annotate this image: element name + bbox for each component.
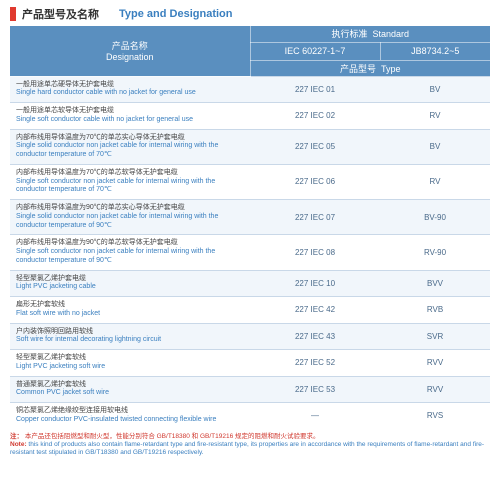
- cell-iec: 227 IEC 42: [250, 297, 380, 324]
- cell-designation: 内部布线用导体温度为90℃的单芯软导体无护套电缆Single soft cond…: [10, 235, 250, 270]
- note-label-en: Note:: [10, 441, 27, 448]
- cell-designation: 普通聚氯乙烯护套软线Common PVC jacket soft wire: [10, 376, 250, 403]
- table-body: 一般用途单芯硬导体无护套电缆Single hard conductor cabl…: [10, 76, 490, 429]
- cell-jb: BV: [380, 76, 490, 103]
- table-row: 一般用途单芯软导体无护套电缆Single soft conductor cabl…: [10, 103, 490, 130]
- cell-jb: RVB: [380, 297, 490, 324]
- cell-jb: RV-90: [380, 235, 490, 270]
- cell-jb: RV: [380, 103, 490, 130]
- cell-designation: 内部布线用导体温度为70℃的单芯实心导体无护套电缆Single solid co…: [10, 129, 250, 164]
- note-label-cn: 注：: [10, 433, 23, 440]
- col-jb: JB8734.2~5: [380, 42, 490, 60]
- cell-iec: —: [250, 403, 380, 429]
- title-cn: 产品型号及名称: [22, 6, 99, 22]
- col-designation: 产品名称 Designation: [10, 26, 250, 76]
- cell-jb: RVV: [380, 350, 490, 377]
- cell-jb: BVV: [380, 270, 490, 297]
- table-row: 轻型聚氯乙烯护套电缆Light PVC jacketing cable227 I…: [10, 270, 490, 297]
- col-iec: IEC 60227-1~7: [250, 42, 380, 60]
- footer-note: 注： 本产品还包括阻燃型和耐火型，性能分别符合 GB/T18380 和 GB/T…: [10, 433, 490, 458]
- section-header: 产品型号及名称 Type and Designation: [0, 0, 500, 26]
- col-type: 产品型号 Type: [250, 60, 490, 76]
- cell-iec: 227 IEC 05: [250, 129, 380, 164]
- title-en: Type and Designation: [119, 8, 232, 20]
- col-standard: 执行标准 Standard: [250, 26, 490, 42]
- cell-designation: 轻型聚氯乙烯护套电缆Light PVC jacketing cable: [10, 270, 250, 297]
- table-row: 轻型聚氯乙烯护套软线Light PVC jacketing soft wire2…: [10, 350, 490, 377]
- accent-bar: [10, 7, 16, 21]
- cell-iec: 227 IEC 07: [250, 200, 380, 235]
- cell-designation: 铜芯聚氯乙烯绝缘绞型连接用软电线Copper conductor PVC-ins…: [10, 403, 250, 429]
- cell-iec: 227 IEC 10: [250, 270, 380, 297]
- table-row: 普通聚氯乙烯护套软线Common PVC jacket soft wire227…: [10, 376, 490, 403]
- table-row: 内部布线用导体温度为90℃的单芯软导体无护套电缆Single soft cond…: [10, 235, 490, 270]
- cell-jb: BV-90: [380, 200, 490, 235]
- note-cn: 本产品还包括阻燃型和耐火型，性能分别符合 GB/T18380 和 GB/T192…: [25, 433, 320, 440]
- cell-designation: 户内装饰照明回路用软线Soft wire for internal decora…: [10, 323, 250, 350]
- cell-jb: RVV: [380, 376, 490, 403]
- designation-table: 产品名称 Designation 执行标准 Standard IEC 60227…: [10, 26, 490, 429]
- table-row: 内部布线用导体温度为70℃的单芯软导体无护套电缆Single soft cond…: [10, 164, 490, 199]
- col-designation-en: Designation: [10, 52, 250, 62]
- cell-iec: 227 IEC 08: [250, 235, 380, 270]
- cell-designation: 内部布线用导体温度为90℃的单芯实心导体无护套电缆Single solid co…: [10, 200, 250, 235]
- cell-iec: 227 IEC 02: [250, 103, 380, 130]
- cell-jb: RVS: [380, 403, 490, 429]
- cell-iec: 227 IEC 43: [250, 323, 380, 350]
- table-row: 一般用途单芯硬导体无护套电缆Single hard conductor cabl…: [10, 76, 490, 103]
- cell-iec: 227 IEC 52: [250, 350, 380, 377]
- cell-designation: 一般用途单芯软导体无护套电缆Single soft conductor cabl…: [10, 103, 250, 130]
- cell-iec: 227 IEC 01: [250, 76, 380, 103]
- table-row: 扁形无护套软线Flat soft wire with no jacket227 …: [10, 297, 490, 324]
- col-designation-cn: 产品名称: [10, 39, 250, 52]
- thead-row-1: 产品名称 Designation 执行标准 Standard: [10, 26, 490, 42]
- cell-designation: 轻型聚氯乙烯护套软线Light PVC jacketing soft wire: [10, 350, 250, 377]
- cell-jb: RV: [380, 164, 490, 199]
- cell-iec: 227 IEC 06: [250, 164, 380, 199]
- table-row: 内部布线用导体温度为70℃的单芯实心导体无护套电缆Single solid co…: [10, 129, 490, 164]
- cell-designation: 一般用途单芯硬导体无护套电缆Single hard conductor cabl…: [10, 76, 250, 103]
- cell-iec: 227 IEC 53: [250, 376, 380, 403]
- table-row: 铜芯聚氯乙烯绝缘绞型连接用软电线Copper conductor PVC-ins…: [10, 403, 490, 429]
- cell-designation: 内部布线用导体温度为70℃的单芯软导体无护套电缆Single soft cond…: [10, 164, 250, 199]
- table-row: 内部布线用导体温度为90℃的单芯实心导体无护套电缆Single solid co…: [10, 200, 490, 235]
- cell-jb: BV: [380, 129, 490, 164]
- cell-jb: SVR: [380, 323, 490, 350]
- note-en: this kind of products also contain flame…: [10, 441, 484, 456]
- cell-designation: 扁形无护套软线Flat soft wire with no jacket: [10, 297, 250, 324]
- table-row: 户内装饰照明回路用软线Soft wire for internal decora…: [10, 323, 490, 350]
